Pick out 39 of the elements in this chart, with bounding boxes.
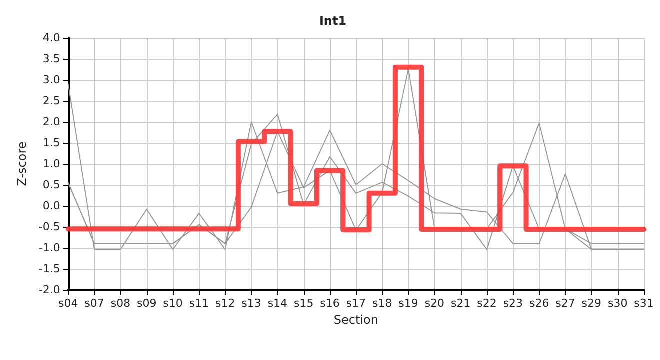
x-tick-label: s10 (163, 297, 183, 310)
x-tick-label: s26 (529, 297, 550, 310)
y-tick-label: 0.5 (42, 178, 60, 192)
x-tick-label: s09 (136, 297, 157, 310)
y-tick-label: -1.0 (38, 242, 60, 254)
x-tick-label: s07 (84, 297, 104, 310)
x-tick-label: s15 (294, 297, 314, 310)
x-tick-label: s13 (242, 297, 262, 310)
chart-title: Int1 (319, 14, 347, 28)
y-tick-label: -1.5 (38, 262, 60, 276)
x-tick-label: s16 (320, 297, 340, 310)
x-tick-label: s20 (424, 297, 445, 310)
y-axis-title: Z-score (15, 142, 29, 186)
y-tick-label: -2.0 (38, 284, 60, 296)
x-tick-label: s31 (634, 297, 654, 310)
x-tick-label: s17 (346, 297, 366, 310)
y-tick-label: -0.5 (38, 220, 60, 234)
x-tick-label: s14 (268, 297, 288, 310)
x-tick-label: s18 (372, 297, 392, 310)
x-tick-label: s11 (189, 297, 210, 310)
x-tick-label: s08 (110, 297, 131, 310)
x-tick-label: s04 (58, 297, 78, 310)
y-tick-label: 2.5 (42, 94, 60, 108)
y-tick-label: 3.5 (42, 52, 60, 66)
x-tick-label: s19 (398, 297, 418, 310)
x-tick-label: s12 (215, 297, 236, 310)
x-tick-label: s21 (450, 297, 471, 310)
x-tick-label: s27 (556, 297, 576, 310)
y-tick-label: 4.0 (42, 32, 60, 44)
x-tick-label: s23 (503, 297, 524, 310)
y-tick-label: 1.5 (42, 136, 60, 150)
x-tick-label: s22 (477, 297, 497, 310)
x-tick-label: s30 (608, 297, 628, 310)
x-tick-label: s29 (582, 297, 602, 310)
x-axis-title: Section (334, 312, 378, 327)
y-tick-label: 3.0 (42, 74, 60, 86)
y-tick-label: 1.0 (42, 158, 60, 170)
y-tick-label: 2.0 (42, 116, 60, 128)
y-tick-label: 0.0 (42, 200, 60, 212)
